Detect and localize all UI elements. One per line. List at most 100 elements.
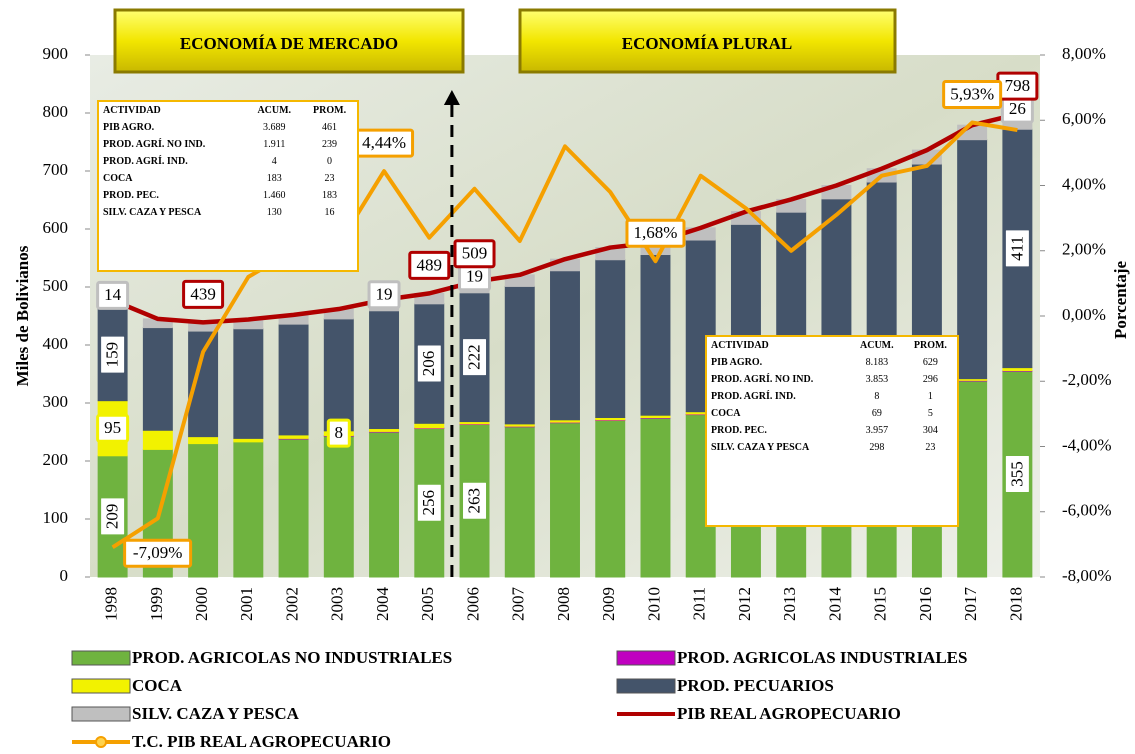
bar-segment: [414, 422, 445, 429]
bar-segment: [504, 426, 535, 578]
bar-segment: [233, 437, 264, 443]
y-tick-label: 0: [60, 566, 69, 585]
x-tick-label: 2018: [1006, 587, 1025, 621]
data-label-text: 5,93%: [950, 84, 994, 103]
legend-swatch: [616, 678, 676, 694]
data-label-text: 19: [376, 285, 393, 304]
label-box: [98, 495, 128, 538]
x-tick-label: 2005: [418, 587, 437, 621]
summary-table: ACTIVIDAD ACUM. PROM. PIB AGRO. 3.689 461 PROD…: [97, 100, 359, 272]
label-box: [414, 481, 444, 524]
table-cell: PROD. PEC.: [711, 425, 767, 436]
table-cell: 5: [927, 408, 933, 419]
label-box: [326, 418, 351, 448]
table-cell: 1.460: [263, 190, 286, 201]
bar-segment: [550, 422, 580, 578]
table-cell: 239: [322, 139, 338, 150]
x-tick-label: 2003: [328, 587, 347, 621]
bar-segment: [957, 380, 988, 578]
data-label-text: 4,44%: [362, 133, 406, 152]
data-label: 411: [1002, 227, 1032, 270]
x-tick-label: 2012: [735, 587, 754, 621]
legend-swatch: [71, 678, 131, 694]
label-box: [123, 538, 193, 568]
data-label-text: 1,68%: [634, 223, 678, 242]
label-box: [453, 239, 496, 269]
data-label: 256: [414, 481, 444, 524]
x-tick-label: 2017: [961, 587, 980, 622]
bar-segment: [957, 139, 988, 380]
y-tick-label: 100: [43, 508, 69, 527]
line: [111, 111, 1018, 325]
data-label-text: 509: [462, 244, 488, 263]
data-label-text: 411: [1007, 236, 1026, 261]
divider-arrow: [443, 90, 460, 105]
table-cell: PROD. AGRÍ. IND.: [103, 156, 188, 167]
data-label: 95: [96, 413, 130, 443]
bar-segment: [278, 438, 309, 578]
y-tick-label: 300: [43, 392, 69, 411]
table-cell: 23: [324, 173, 335, 184]
table-cell: ACTIVIDAD: [711, 340, 769, 351]
data-label: 489: [408, 250, 451, 280]
table-cell: 3.689: [263, 122, 286, 133]
label-box: [942, 80, 1003, 110]
bar-segment: [142, 327, 173, 431]
data-label: 5,93%: [942, 80, 1003, 110]
data-label: 263: [460, 479, 490, 522]
bar-segment: [323, 318, 354, 432]
table-cell: PIB AGRO.: [103, 122, 155, 133]
x-tick-label: 2010: [644, 587, 663, 621]
table-cell: 3.853: [865, 374, 889, 385]
label-box: [414, 342, 444, 385]
bar-segment: [142, 429, 173, 450]
table-cell: 23: [925, 442, 936, 453]
table-cell: SILV. CAZA Y PESCA: [711, 442, 810, 453]
data-label-text: 206: [419, 351, 438, 377]
label-box: [460, 336, 490, 379]
x-tick-label: 2007: [509, 587, 528, 622]
label-box: [1002, 453, 1032, 496]
label-box: [98, 333, 128, 376]
x-tick-label: 2016: [916, 587, 935, 621]
bar-segment: [550, 270, 580, 421]
legend-label: PROD. PECUARIOS: [677, 676, 834, 695]
table-cell: 629: [922, 357, 938, 368]
data-label-text: 798: [1005, 76, 1031, 95]
data-label: 355: [1002, 453, 1032, 496]
data-label-text: 489: [417, 255, 443, 274]
table-cell: PROM.: [313, 105, 347, 116]
summary-table: ACTIVIDAD ACUM. PROM. PIB AGRO. 8.183 629 PROD…: [705, 335, 959, 527]
data-label-text: 14: [104, 285, 122, 304]
table-cell: 8: [874, 391, 880, 402]
legend-label: PROD. AGRICOLAS NO INDUSTRIALES: [132, 648, 452, 667]
label-box: [625, 218, 686, 248]
x-tick-label: 2014: [825, 587, 844, 622]
banner: [518, 8, 897, 74]
bar-segment: [595, 419, 626, 578]
data-label: 14: [96, 280, 130, 310]
bar-segment: [188, 443, 219, 578]
bar-segment: [595, 259, 626, 418]
data-label: 509: [453, 239, 496, 269]
legend-label: PROD. AGRICOLAS INDUSTRIALES: [677, 648, 967, 667]
y-tick-label: 500: [43, 276, 69, 295]
table-cell: 461: [322, 122, 338, 133]
y2-tick-label: 4,00%: [1062, 174, 1106, 193]
table-cell: COCA: [103, 173, 133, 184]
label-box: [96, 413, 130, 443]
y2-tick-label: -2,00%: [1062, 370, 1112, 389]
data-label-text: 19: [466, 267, 483, 286]
data-label-text: 355: [1007, 461, 1026, 487]
y-tick-label: 800: [43, 102, 69, 121]
table-cell: ACTIVIDAD: [103, 105, 161, 116]
legend-swatch: [71, 650, 131, 666]
table-cell: PROM.: [913, 340, 947, 351]
label-box: [367, 280, 401, 310]
table-cell: PROD. AGRÍ. IND.: [711, 391, 796, 402]
table-cell: SILV. CAZA Y PESCA: [103, 207, 202, 218]
data-label-text: 439: [190, 284, 216, 303]
x-tick-label: 2004: [373, 587, 392, 622]
table-cell: 304: [922, 425, 938, 436]
legend-swatch: [616, 650, 676, 666]
